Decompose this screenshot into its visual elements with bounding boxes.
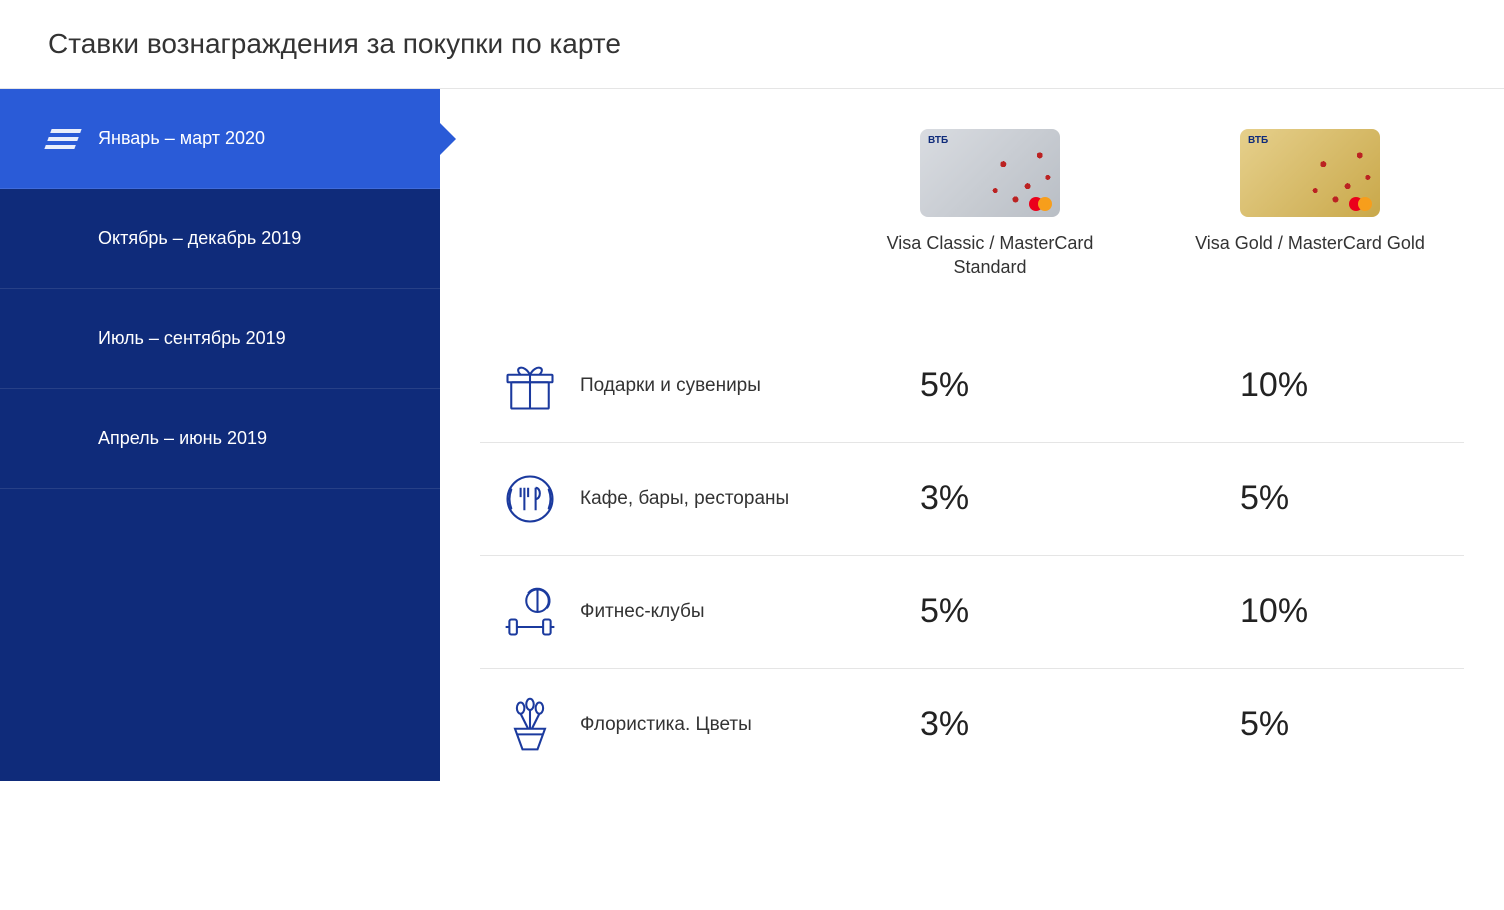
card-label-gold: Visa Gold / MasterCard Gold: [1180, 231, 1440, 255]
rate-gold: 5%: [1180, 705, 1440, 744]
card-label-classic: Visa Classic / MasterCard Standard: [860, 231, 1120, 280]
gift-icon: [480, 356, 580, 416]
fitness-icon: [480, 582, 580, 642]
sidebar-item-jan-mar-2020[interactable]: Январь – март 2020: [0, 89, 440, 189]
rate-row-fitness: Фитнес-клубы 5% 10%: [480, 556, 1464, 669]
sidebar-item-label: Июль – сентябрь 2019: [98, 328, 286, 349]
category-label: Флористика. Цветы: [580, 714, 860, 736]
flowers-icon: [480, 695, 580, 755]
sidebar-item-label: Октябрь – декабрь 2019: [98, 228, 301, 249]
period-sidebar: Январь – март 2020 Октябрь – декабрь 201…: [0, 89, 440, 781]
content-wrap: Январь – март 2020 Октябрь – декабрь 201…: [0, 88, 1504, 781]
category-label: Фитнес-клубы: [580, 601, 860, 623]
card-column-gold: ВТБ Visa Gold / MasterCard Gold: [1180, 129, 1440, 280]
mastercard-icon: [1349, 197, 1372, 211]
category-label: Подарки и сувениры: [580, 375, 860, 397]
sidebar-item-label: Январь – март 2020: [98, 128, 265, 149]
cards-header: ВТБ Visa Classic / MasterCard Standard В…: [480, 129, 1464, 280]
dining-icon: [480, 469, 580, 529]
rate-classic: 3%: [860, 705, 1120, 744]
category-label: Кафе, бары, рестораны: [580, 488, 860, 510]
rate-row-flowers: Флористика. Цветы 3% 5%: [480, 669, 1464, 781]
page-title: Ставки вознаграждения за покупки по карт…: [0, 0, 1504, 88]
sidebar-item-oct-dec-2019[interactable]: Октябрь – декабрь 2019: [0, 189, 440, 289]
card-brand-label: ВТБ: [1248, 135, 1268, 146]
rate-classic: 5%: [860, 366, 1120, 405]
rate-row-gifts: Подарки и сувениры 5% 10%: [480, 330, 1464, 443]
rate-gold: 5%: [1180, 479, 1440, 518]
sidebar-item-jul-sep-2019[interactable]: Июль – сентябрь 2019: [0, 289, 440, 389]
active-marker-icon: [44, 129, 81, 149]
mastercard-icon: [1029, 197, 1052, 211]
rate-classic: 5%: [860, 592, 1120, 631]
sidebar-item-label: Апрель – июнь 2019: [98, 428, 267, 449]
rate-gold: 10%: [1180, 366, 1440, 405]
card-image-classic: ВТБ: [920, 129, 1060, 217]
rate-classic: 3%: [860, 479, 1120, 518]
rate-row-dining: Кафе, бары, рестораны 3% 5%: [480, 443, 1464, 556]
sidebar-item-apr-jun-2019[interactable]: Апрель – июнь 2019: [0, 389, 440, 489]
rates-panel: ВТБ Visa Classic / MasterCard Standard В…: [440, 89, 1504, 781]
card-image-gold: ВТБ: [1240, 129, 1380, 217]
card-column-classic: ВТБ Visa Classic / MasterCard Standard: [860, 129, 1120, 280]
card-brand-label: ВТБ: [928, 135, 948, 146]
rate-gold: 10%: [1180, 592, 1440, 631]
